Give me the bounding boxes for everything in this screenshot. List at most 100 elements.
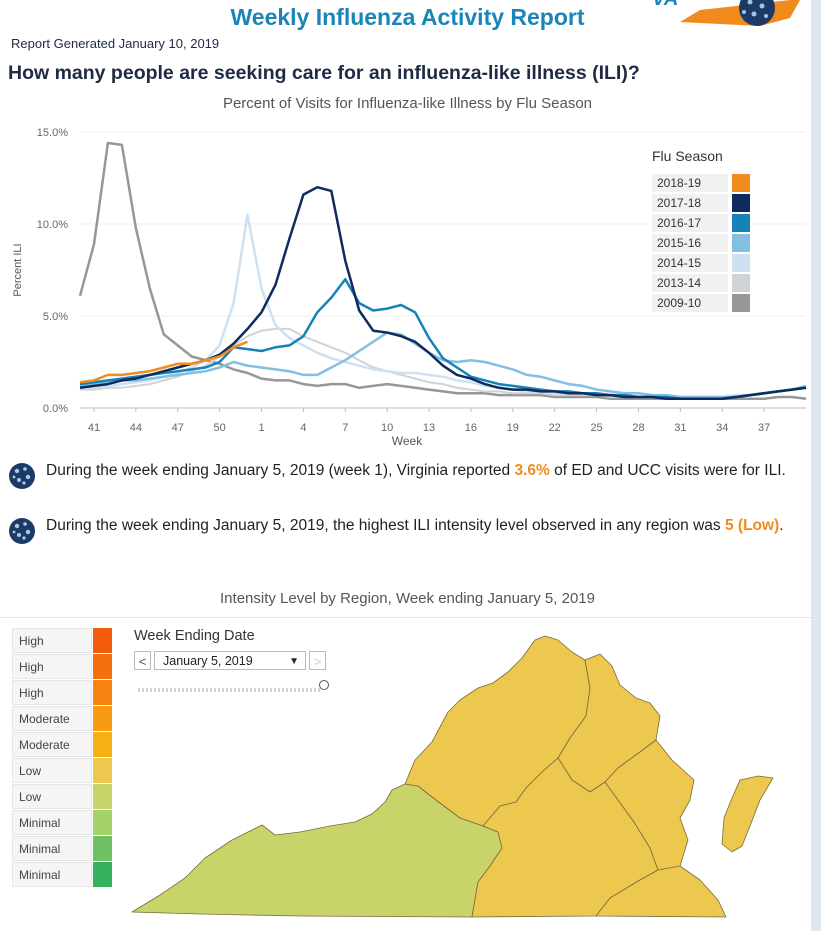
x-tick-label: 34 xyxy=(716,422,728,434)
x-tick-label: 22 xyxy=(549,422,561,434)
legend-swatch xyxy=(732,214,750,232)
intensity-level-label: High xyxy=(12,628,92,653)
chart-title: Percent of Visits for Influenza-like Ill… xyxy=(222,95,593,112)
statement-text: During the week ending January 5, 2019 (… xyxy=(46,462,515,479)
intensity-level-swatch xyxy=(93,784,112,809)
intensity-level-item[interactable]: Low xyxy=(12,784,112,810)
map-region-eastern-shore[interactable] xyxy=(721,775,774,853)
vdh-logo: VA xyxy=(640,0,810,30)
legend-label: 2015-16 xyxy=(652,233,728,253)
legend-item[interactable]: 2014-15 xyxy=(652,253,762,273)
x-tick-label: 37 xyxy=(758,422,770,434)
previous-week-button[interactable]: < xyxy=(134,650,151,670)
intensity-level-swatch xyxy=(93,758,112,783)
legend-item[interactable]: 2015-16 xyxy=(652,233,762,253)
window-frame xyxy=(811,0,821,931)
intensity-level-label: Moderate xyxy=(12,732,92,757)
intensity-level-item[interactable]: Minimal xyxy=(12,862,112,888)
series-line-2018-19[interactable] xyxy=(79,340,248,384)
intensity-legend: High High High Moderate Moderate Low Low Minima… xyxy=(12,628,112,888)
intensity-level-swatch xyxy=(93,628,112,653)
legend-swatch xyxy=(732,194,750,212)
legend-title: Flu Season xyxy=(652,148,723,164)
y-tick-label: 0.0% xyxy=(43,403,68,415)
legend-swatch xyxy=(732,294,750,312)
virus-icon xyxy=(9,463,35,489)
legend-label: 2018-19 xyxy=(652,173,728,193)
intensity-level-swatch xyxy=(93,810,112,835)
intensity-level-item[interactable]: Moderate xyxy=(12,706,112,732)
legend-label: 2016-17 xyxy=(652,213,728,233)
legend-label: 2014-15 xyxy=(652,253,728,273)
intensity-level-label: Minimal xyxy=(12,810,92,835)
y-tick-label: 15.0% xyxy=(37,127,68,139)
intensity-level-swatch xyxy=(93,836,112,861)
x-tick-label: 50 xyxy=(213,422,225,434)
legend-swatch xyxy=(732,234,750,252)
y-tick-label: 10.0% xyxy=(37,219,68,231)
week-dropdown-value: January 5, 2019 xyxy=(163,653,253,668)
legend-item[interactable]: 2016-17 xyxy=(652,213,762,233)
section-divider xyxy=(0,617,811,618)
map-region-eastern[interactable] xyxy=(595,739,727,918)
report-title: Weekly Influenza Activity Report xyxy=(230,4,585,30)
intensity-level-label: Moderate xyxy=(12,706,92,731)
virus-icon xyxy=(9,518,35,544)
intensity-level-value: 5 (Low) xyxy=(724,517,780,534)
intensity-level-item[interactable]: High xyxy=(12,654,112,680)
intensity-level-label: Low xyxy=(12,784,92,809)
next-week-button[interactable]: > xyxy=(309,650,326,670)
x-tick-label: 44 xyxy=(130,422,142,434)
x-tick-label: 41 xyxy=(88,422,100,434)
x-tick-label: 13 xyxy=(423,422,435,434)
week-slider-track[interactable] xyxy=(138,688,322,692)
legend-label: 2009-10 xyxy=(652,293,728,313)
y-axis-label: Percent ILI xyxy=(12,243,24,296)
svg-text:VA: VA xyxy=(652,0,678,10)
week-ending-label: Week Ending Date xyxy=(134,628,255,644)
week-dropdown[interactable]: January 5, 2019 ▼ xyxy=(154,650,306,670)
intensity-level-item[interactable]: Minimal xyxy=(12,810,112,836)
series-line-2015-16[interactable] xyxy=(79,331,807,399)
week-selector: < January 5, 2019 ▼ > xyxy=(134,650,326,670)
intensity-level-swatch xyxy=(93,654,112,679)
intensity-level-swatch xyxy=(93,680,112,705)
legend-item[interactable]: 2009-10 xyxy=(652,293,762,313)
x-tick-label: 10 xyxy=(381,422,393,434)
x-tick-label: 4 xyxy=(300,422,306,434)
statement-text: During the week ending January 5, 2019, … xyxy=(46,517,725,534)
map-title: Intensity Level by Region, Week ending J… xyxy=(220,590,595,607)
intensity-level-item[interactable]: High xyxy=(12,628,112,654)
x-tick-label: 47 xyxy=(172,422,184,434)
y-tick-label: 5.0% xyxy=(43,311,68,323)
x-tick-label: 7 xyxy=(342,422,348,434)
legend-swatch xyxy=(732,274,750,292)
intensity-level-swatch xyxy=(93,706,112,731)
legend-item[interactable]: 2017-18 xyxy=(652,193,762,213)
statement-text: of ED and UCC visits were for ILI. xyxy=(549,462,786,479)
week-slider-handle[interactable] xyxy=(319,680,329,690)
chart-legend: Flu Season 2018-19 2017-18 2016-17 2015-16 2… xyxy=(652,148,762,313)
x-tick-label: 1 xyxy=(258,422,264,434)
legend-item[interactable]: 2018-19 xyxy=(652,173,762,193)
x-tick-label: 25 xyxy=(590,422,602,434)
legend-swatch xyxy=(732,254,750,272)
chevron-down-icon: ▼ xyxy=(289,655,299,667)
legend-label: 2017-18 xyxy=(652,193,728,213)
intensity-level-item[interactable]: High xyxy=(12,680,112,706)
intensity-level-label: Minimal xyxy=(12,836,92,861)
legend-label: 2013-14 xyxy=(652,273,728,293)
x-axis-label: Week xyxy=(392,434,423,448)
intensity-level-swatch xyxy=(93,862,112,887)
intensity-level-item[interactable]: Moderate xyxy=(12,732,112,758)
legend-swatch xyxy=(732,174,750,192)
section-question: How many people are seeking care for an … xyxy=(8,62,640,84)
intensity-level-label: High xyxy=(12,654,92,679)
intensity-level-item[interactable]: Low xyxy=(12,758,112,784)
intensity-level-label: High xyxy=(12,680,92,705)
intensity-level-item[interactable]: Minimal xyxy=(12,836,112,862)
x-tick-label: 31 xyxy=(674,422,686,434)
ili-percent-value: 3.6% xyxy=(514,462,550,479)
legend-item[interactable]: 2013-14 xyxy=(652,273,762,293)
